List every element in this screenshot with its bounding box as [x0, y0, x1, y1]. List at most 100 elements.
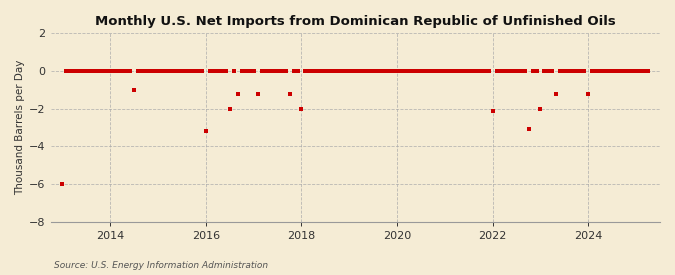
- Point: [169, 69, 180, 73]
- Point: [200, 129, 211, 133]
- Point: [431, 69, 442, 73]
- Point: [615, 69, 626, 73]
- Point: [495, 69, 506, 73]
- Point: [611, 69, 622, 73]
- Point: [244, 69, 255, 73]
- Point: [511, 69, 522, 73]
- Point: [579, 69, 590, 73]
- Point: [65, 69, 76, 73]
- Point: [387, 69, 398, 73]
- Title: Monthly U.S. Net Imports from Dominican Republic of Unfinished Oils: Monthly U.S. Net Imports from Dominican …: [95, 15, 616, 28]
- Point: [184, 69, 195, 73]
- Point: [140, 69, 151, 73]
- Point: [471, 69, 482, 73]
- Point: [248, 69, 259, 73]
- Point: [531, 69, 542, 73]
- Point: [57, 182, 68, 186]
- Point: [153, 69, 163, 73]
- Point: [643, 69, 653, 73]
- Point: [439, 69, 450, 73]
- Point: [587, 69, 597, 73]
- Point: [392, 69, 402, 73]
- Point: [420, 69, 431, 73]
- Point: [559, 69, 570, 73]
- Point: [575, 69, 586, 73]
- Point: [161, 69, 171, 73]
- Point: [543, 69, 554, 73]
- Point: [77, 69, 88, 73]
- Point: [61, 69, 72, 73]
- Point: [547, 69, 558, 73]
- Point: [408, 69, 418, 73]
- Point: [555, 69, 566, 73]
- Point: [423, 69, 434, 73]
- Point: [452, 69, 462, 73]
- Point: [487, 108, 498, 113]
- Point: [256, 69, 267, 73]
- Point: [81, 69, 92, 73]
- Point: [304, 69, 315, 73]
- Point: [213, 69, 223, 73]
- Point: [491, 69, 502, 73]
- Point: [109, 69, 119, 73]
- Point: [292, 69, 303, 73]
- Point: [196, 69, 207, 73]
- Point: [372, 69, 383, 73]
- Point: [595, 69, 605, 73]
- Point: [360, 69, 371, 73]
- Point: [105, 69, 115, 73]
- Point: [427, 69, 438, 73]
- Point: [308, 69, 319, 73]
- Point: [479, 69, 490, 73]
- Point: [69, 69, 80, 73]
- Point: [400, 69, 410, 73]
- Point: [328, 69, 339, 73]
- Point: [276, 69, 287, 73]
- Point: [236, 69, 247, 73]
- Point: [336, 69, 347, 73]
- Point: [300, 69, 311, 73]
- Point: [603, 69, 614, 73]
- Point: [348, 69, 358, 73]
- Point: [567, 69, 578, 73]
- Point: [563, 69, 574, 73]
- Point: [539, 69, 550, 73]
- Point: [217, 69, 227, 73]
- Y-axis label: Thousand Barrels per Day: Thousand Barrels per Day: [15, 60, 25, 195]
- Point: [626, 69, 637, 73]
- Point: [205, 69, 215, 73]
- Point: [181, 69, 192, 73]
- Point: [591, 69, 601, 73]
- Point: [607, 69, 618, 73]
- Point: [117, 69, 128, 73]
- Point: [583, 91, 594, 96]
- Point: [284, 91, 295, 96]
- Point: [121, 69, 132, 73]
- Point: [623, 69, 634, 73]
- Point: [252, 91, 263, 96]
- Point: [523, 127, 534, 132]
- Point: [113, 69, 124, 73]
- Point: [165, 69, 176, 73]
- Point: [312, 69, 323, 73]
- Point: [364, 69, 375, 73]
- Point: [376, 69, 387, 73]
- Point: [500, 69, 510, 73]
- Point: [380, 69, 391, 73]
- Point: [352, 69, 362, 73]
- Point: [464, 69, 475, 73]
- Point: [483, 69, 494, 73]
- Point: [173, 69, 184, 73]
- Point: [599, 69, 610, 73]
- Point: [507, 69, 518, 73]
- Point: [148, 69, 159, 73]
- Point: [527, 69, 538, 73]
- Point: [435, 69, 446, 73]
- Point: [268, 69, 279, 73]
- Point: [320, 69, 331, 73]
- Point: [129, 88, 140, 92]
- Point: [412, 69, 423, 73]
- Point: [73, 69, 84, 73]
- Point: [209, 69, 219, 73]
- Point: [137, 69, 148, 73]
